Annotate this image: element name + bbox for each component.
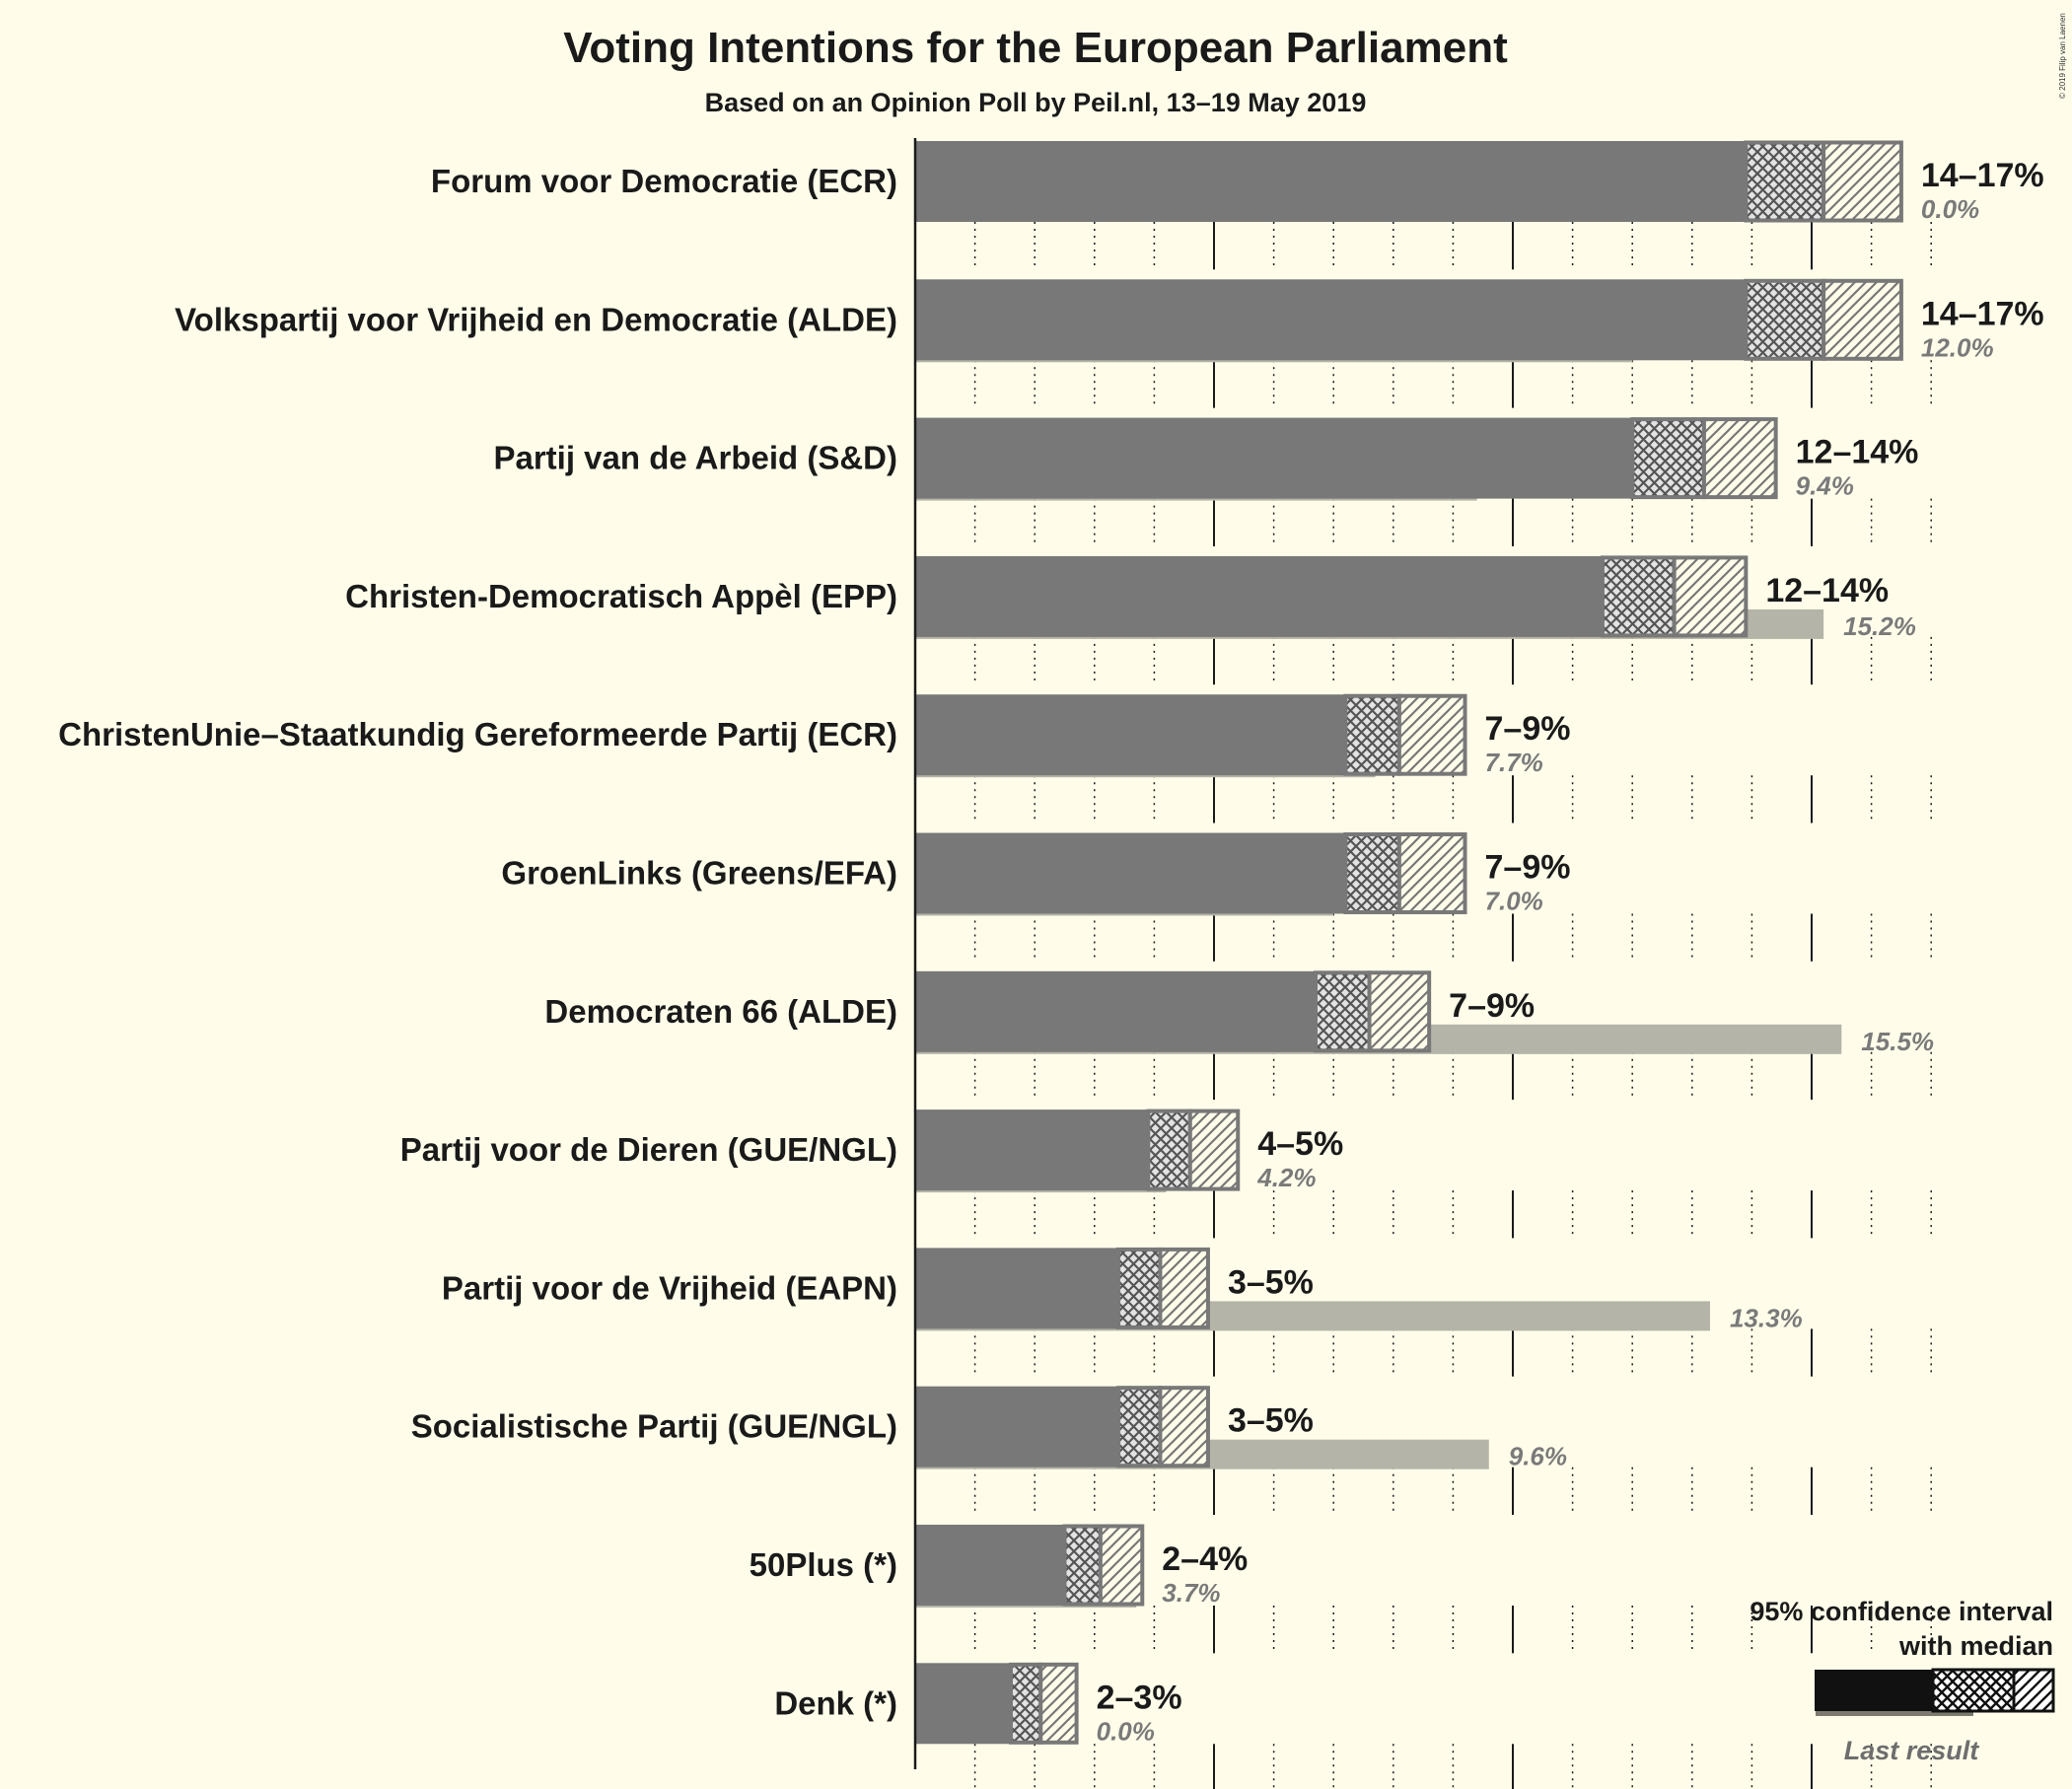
last-result-label: 3.7% bbox=[1162, 1578, 1220, 1608]
labels: Forum voor Democratie (ECR) 14–17%0.0%Vol… bbox=[58, 157, 2044, 1746]
range-label: 12–14% bbox=[1765, 572, 1889, 609]
ci-upper-segment bbox=[1098, 1524, 1145, 1607]
ci-lower-segment bbox=[1343, 693, 1401, 776]
party-label: Democraten 66 (ALDE) bbox=[544, 993, 897, 1030]
main-bar bbox=[915, 417, 1633, 499]
copyright-note: © 2019 Filip van Laenen bbox=[2058, 13, 2067, 99]
range-label: 3–5% bbox=[1228, 1263, 1314, 1301]
last-result-label: 15.2% bbox=[1843, 611, 1916, 641]
bars bbox=[915, 140, 1903, 1745]
party-label: Socialistische Partij (GUE/NGL) bbox=[411, 1408, 897, 1445]
party-label: Denk (*) bbox=[774, 1684, 897, 1721]
ci-upper-segment bbox=[1672, 555, 1749, 638]
party-label: Partij voor de Vrijheid (EAPN) bbox=[442, 1269, 897, 1306]
ci-lower-segment bbox=[1343, 832, 1401, 914]
last-result-label: 4.2% bbox=[1256, 1163, 1316, 1192]
main-bar bbox=[915, 694, 1346, 776]
main-bar bbox=[915, 1525, 1065, 1606]
ci-upper-segment bbox=[1822, 278, 1903, 361]
main-bar bbox=[915, 1248, 1119, 1329]
ci-upper-segment bbox=[1158, 1386, 1210, 1468]
ci-upper-segment bbox=[1396, 693, 1467, 776]
party-label: GroenLinks (Greens/EFA) bbox=[501, 855, 897, 892]
range-label: 14–17% bbox=[1921, 157, 2044, 194]
main-bar bbox=[915, 1386, 1119, 1467]
party-label: Partij van de Arbeid (S&D) bbox=[493, 440, 897, 476]
range-label: 2–3% bbox=[1097, 1679, 1182, 1716]
ci-upper-segment bbox=[1701, 417, 1778, 500]
last-result-label: 9.6% bbox=[1509, 1442, 1567, 1471]
main-bar bbox=[915, 555, 1603, 637]
ci-lower-segment bbox=[1630, 417, 1706, 500]
ci-lower-segment bbox=[1744, 140, 1826, 223]
ci-upper-segment bbox=[1038, 1662, 1079, 1745]
party-label: Forum voor Democratie (ECR) bbox=[431, 163, 897, 199]
main-bar bbox=[915, 832, 1346, 914]
main-bar bbox=[915, 1109, 1149, 1191]
range-label: 7–9% bbox=[1449, 987, 1535, 1025]
legend-bar-swatch bbox=[1815, 1670, 1933, 1711]
ci-lower-segment bbox=[1008, 1662, 1043, 1745]
ci-lower-segment bbox=[1600, 555, 1677, 638]
legend-ci-label-line2: with median bbox=[1898, 1631, 2053, 1661]
last-result-label: 15.5% bbox=[1861, 1027, 1934, 1056]
chart-title: Voting Intentions for the European Parli… bbox=[563, 24, 1508, 72]
legend-last-result-label: Last result bbox=[1844, 1736, 1980, 1765]
party-label: 50Plus (*) bbox=[750, 1546, 897, 1583]
range-label: 2–4% bbox=[1162, 1540, 1248, 1578]
party-label: ChristenUnie–Staatkundig Gereformeerde P… bbox=[58, 716, 897, 752]
ci-lower-segment bbox=[1314, 970, 1372, 1053]
ci-upper-segment bbox=[1187, 1109, 1241, 1191]
ci-lower-segment bbox=[1116, 1386, 1163, 1468]
last-result-label: 7.0% bbox=[1485, 887, 1543, 916]
chart-subtitle: Based on an Opinion Poll by Peil.nl, 13–… bbox=[705, 88, 1367, 117]
main-bar bbox=[915, 141, 1747, 222]
legend: 95% confidence interval with median Last… bbox=[1750, 1597, 2055, 1765]
last-result-label: 0.0% bbox=[1921, 194, 1979, 224]
range-label: 7–9% bbox=[1485, 710, 1571, 748]
range-label: 3–5% bbox=[1228, 1402, 1314, 1440]
ci-lower-segment bbox=[1146, 1109, 1192, 1191]
last-result-label: 13.3% bbox=[1730, 1303, 1803, 1332]
grid bbox=[973, 222, 1932, 1789]
party-label: Christen-Democratisch Appèl (EPP) bbox=[345, 578, 897, 614]
range-label: 4–5% bbox=[1257, 1125, 1343, 1163]
party-label: Partij voor de Dieren (GUE/NGL) bbox=[400, 1131, 897, 1168]
main-bar bbox=[915, 279, 1747, 361]
last-result-label: 0.0% bbox=[1097, 1716, 1155, 1746]
ci-upper-segment bbox=[1158, 1247, 1210, 1329]
legend-ci-label-line1: 95% confidence interval bbox=[1750, 1597, 2053, 1626]
ci-lower-segment bbox=[1062, 1524, 1103, 1607]
ci-lower-segment bbox=[1116, 1247, 1163, 1329]
range-label: 12–14% bbox=[1796, 434, 1919, 471]
party-label: Volkspartij voor Vrijheid en Democratie … bbox=[175, 301, 897, 337]
ci-lower-segment bbox=[1744, 278, 1826, 361]
last-result-label: 7.7% bbox=[1485, 748, 1543, 777]
ci-upper-segment bbox=[1396, 832, 1467, 914]
last-result-label: 12.0% bbox=[1921, 332, 1994, 362]
range-label: 7–9% bbox=[1485, 849, 1571, 887]
ci-upper-segment bbox=[1822, 140, 1903, 223]
ci-upper-segment bbox=[1367, 970, 1432, 1053]
main-bar bbox=[915, 970, 1317, 1052]
legend-ci-lower-swatch bbox=[1931, 1668, 2016, 1713]
main-bar bbox=[915, 1663, 1011, 1745]
range-label: 14–17% bbox=[1921, 295, 2044, 332]
last-result-label: 9.4% bbox=[1796, 471, 1854, 501]
legend-ci-upper-swatch bbox=[2012, 1668, 2055, 1713]
